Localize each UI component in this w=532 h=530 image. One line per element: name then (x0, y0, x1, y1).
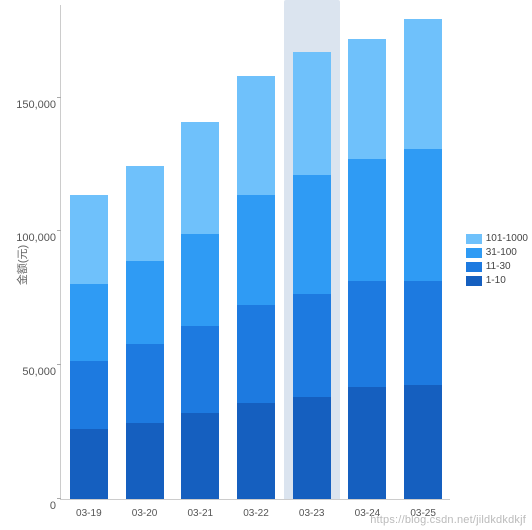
bar-segment (404, 281, 442, 385)
x-tick-label: 03-20 (132, 508, 158, 519)
bar-segment (404, 19, 442, 149)
bar-segment (293, 294, 331, 397)
x-tick-label: 03-22 (243, 508, 269, 519)
bar-segment (348, 387, 386, 499)
bar-segment (237, 76, 275, 195)
bar-segment (348, 159, 386, 281)
legend-label: 101-1000 (486, 233, 528, 244)
legend-swatch (466, 234, 482, 244)
legend-swatch (466, 276, 482, 286)
bar-group[interactable] (70, 195, 108, 499)
y-axis-label: 金额(元) (14, 245, 30, 285)
bar-segment (181, 326, 219, 413)
y-tick-mark (57, 364, 61, 365)
y-tick-mark (57, 97, 61, 98)
x-tick-label: 03-23 (299, 508, 325, 519)
bar-group[interactable] (348, 39, 386, 499)
watermark-text: https://blog.csdn.net/jildkdkdkjf (370, 514, 526, 526)
bar-group[interactable] (126, 166, 164, 499)
bar-group[interactable] (237, 76, 275, 499)
bar-segment (70, 284, 108, 362)
legend-label: 1-10 (486, 275, 506, 286)
bar-segment (237, 195, 275, 305)
y-tick-label: 50,000 (11, 366, 56, 378)
y-tick-mark (57, 230, 61, 231)
bar-segment (404, 385, 442, 499)
bar-segment (70, 429, 108, 499)
legend-item[interactable]: 101-1000 (466, 233, 528, 244)
bar-segment (348, 39, 386, 159)
bar-segment (404, 149, 442, 281)
y-tick-label: 100,000 (11, 232, 56, 244)
x-tick-label: 03-19 (76, 508, 102, 519)
legend-label: 31-100 (486, 247, 517, 258)
bar-segment (348, 281, 386, 387)
bar-segment (181, 413, 219, 499)
legend-item[interactable]: 31-100 (466, 247, 528, 258)
x-tick-label: 03-21 (187, 508, 213, 519)
bar-group[interactable] (181, 122, 219, 499)
bar-segment (126, 166, 164, 261)
legend: 101-1000 31-100 11-30 1-10 (466, 230, 528, 289)
bar-segment (293, 397, 331, 499)
bar-segment (237, 305, 275, 403)
bar-segment (293, 52, 331, 175)
y-tick-mark (57, 498, 61, 499)
bar-segment (293, 175, 331, 294)
bar-segment (181, 234, 219, 326)
legend-swatch (466, 262, 482, 272)
legend-item[interactable]: 11-30 (466, 261, 528, 272)
bar-segment (70, 361, 108, 429)
bar-segment (126, 261, 164, 344)
plot-area: 050,000100,000150,00003-1903-2003-2103-2… (60, 5, 450, 500)
legend-label: 11-30 (486, 261, 511, 272)
legend-item[interactable]: 1-10 (466, 275, 528, 286)
legend-swatch (466, 248, 482, 258)
bar-segment (126, 344, 164, 423)
y-tick-label: 0 (11, 500, 56, 512)
y-tick-label: 150,000 (11, 99, 56, 111)
bar-group[interactable] (404, 19, 442, 499)
chart-container: 金额(元) 050,000100,000150,00003-1903-2003-… (0, 0, 532, 530)
bars-layer (61, 5, 450, 499)
bar-segment (126, 423, 164, 499)
bar-segment (70, 195, 108, 283)
bar-segment (237, 403, 275, 499)
bar-segment (181, 122, 219, 234)
bar-group[interactable] (293, 52, 331, 499)
